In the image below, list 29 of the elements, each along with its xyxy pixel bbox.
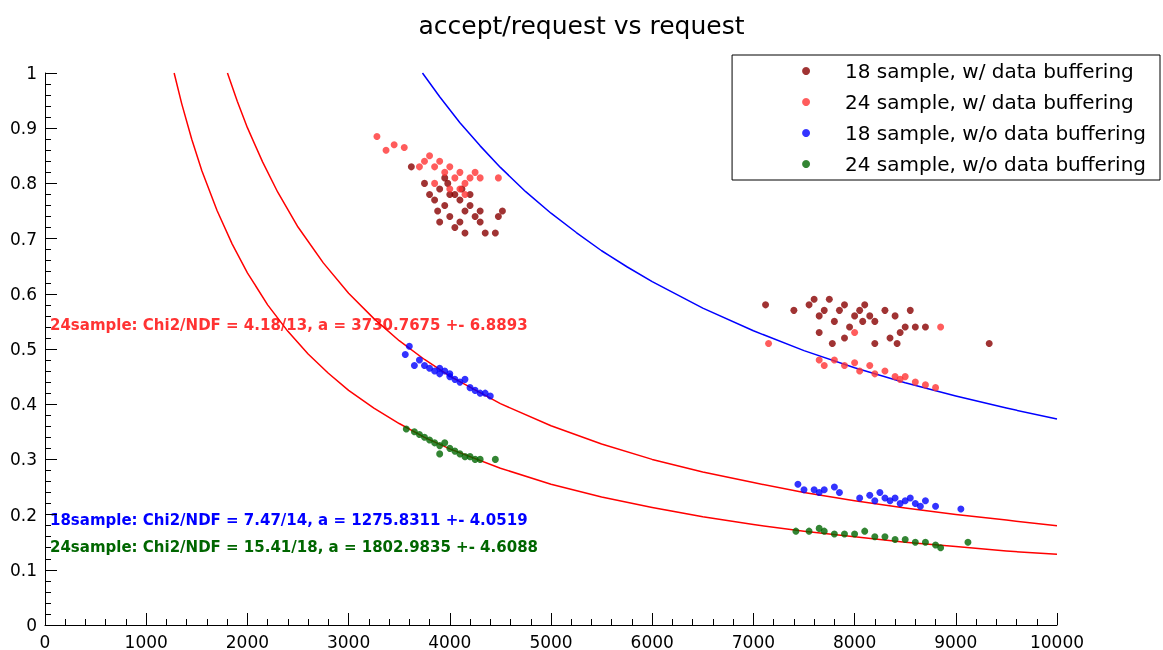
y-tick-label: 0.3 bbox=[9, 449, 37, 470]
x-tick-label: 1000 bbox=[124, 631, 168, 650]
x-tick-label: 6000 bbox=[630, 631, 674, 650]
chart-title: accept/request vs request bbox=[418, 11, 745, 40]
y-tick-label: 1 bbox=[26, 63, 37, 83]
x-tick-label: 4000 bbox=[428, 631, 472, 650]
y-tick-label: 0.5 bbox=[9, 339, 37, 359]
legend-label: 24 sample, w/ data buffering bbox=[845, 90, 1134, 114]
y-tick-label: 0 bbox=[26, 615, 37, 635]
annotation: 18sample: Chi2/NDF = 7.47/14, a = 1275.8311 +- 4.0519 bbox=[50, 510, 528, 529]
y-tick-label: 0.2 bbox=[9, 504, 37, 525]
x-tick-label: 10000 bbox=[1029, 631, 1085, 650]
x-tick-label: 2000 bbox=[225, 631, 270, 650]
legend-label: 18 sample, w/ data buffering bbox=[845, 59, 1134, 83]
legend-label: 18 sample, w/o data buffering bbox=[845, 121, 1146, 145]
x-tick-label: 3000 bbox=[326, 631, 371, 650]
legend-label: 24 sample, w/o data buffering bbox=[845, 152, 1146, 176]
y-tick-label: 0.9 bbox=[9, 118, 37, 139]
y-tick-label: 0.6 bbox=[9, 283, 37, 304]
y-tick-label: 0.8 bbox=[9, 173, 37, 194]
x-tick-label: 9000 bbox=[934, 631, 978, 650]
x-tick-label: 0 bbox=[39, 631, 51, 650]
x-tick-label: 8000 bbox=[832, 631, 877, 650]
annotation: 24sample: Chi2/NDF = 15.41/18, a = 1802.9835 +- 4.6088 bbox=[50, 537, 539, 556]
y-tick-label: 0.4 bbox=[9, 394, 37, 415]
x-tick-label: 5000 bbox=[529, 631, 573, 650]
y-tick-label: 0.7 bbox=[9, 228, 37, 249]
x-tick-label: 7000 bbox=[731, 631, 776, 650]
y-tick-label: 0.1 bbox=[9, 559, 37, 580]
